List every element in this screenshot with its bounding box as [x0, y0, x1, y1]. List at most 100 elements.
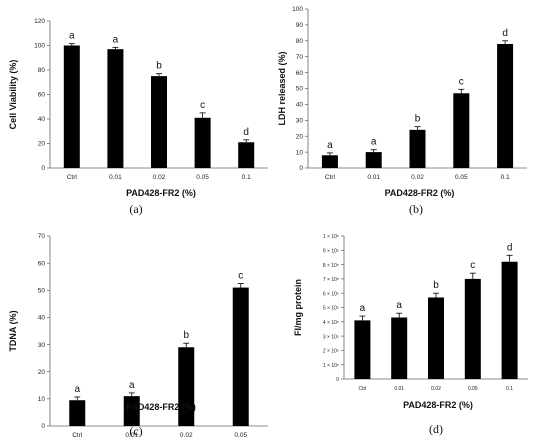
- panel-d-y-tick-label: 9 × 10⁵: [323, 249, 339, 255]
- panel-b-bar: [365, 152, 382, 168]
- panel-b-x-tick-label: 0.1: [501, 174, 510, 181]
- panel-a-label: (a): [129, 202, 142, 216]
- panel-c-x-axis-title: PAD428-FR2 (%): [126, 402, 196, 412]
- panel-b-y-tick-label: 70: [296, 54, 304, 61]
- panel-a-x-tick-label: 0.1: [242, 174, 251, 181]
- panel-b-bar: [409, 129, 426, 168]
- panel-a-significance-letter: b: [156, 61, 162, 72]
- panel-b-y-tick-label: 90: [296, 22, 304, 29]
- panel-a-y-tick-label: 60: [38, 92, 46, 99]
- panel-a-y-tick-label: 120: [34, 18, 45, 25]
- panel-b-significance-letter: d: [502, 28, 508, 39]
- panel-a-bar: [238, 142, 255, 168]
- panel-d-y-tick-label: 0: [336, 377, 339, 383]
- panel-c-y-tick-label: 10: [38, 396, 46, 403]
- panel-d-bar: [464, 278, 481, 379]
- panel-a-x-tick-label: 0.02: [153, 174, 166, 181]
- panel-b-significance-letter: b: [415, 114, 421, 125]
- panel-c-y-tick-label: 70: [38, 233, 46, 240]
- panel-d-significance-letter: d: [507, 242, 513, 253]
- panel-d-significance-letter: a: [360, 303, 366, 314]
- panel-c-y-tick-label: 20: [38, 369, 46, 376]
- panel-b-bar: [321, 155, 338, 168]
- panel-d-y-tick-label: 1 × 10⁵: [323, 363, 339, 369]
- panel-c-y-tick-label: 40: [38, 315, 46, 322]
- panel-d-significance-letter: b: [433, 280, 439, 291]
- panel-b-y-tick-label: 50: [296, 86, 304, 93]
- panel-d-bar: [391, 317, 408, 379]
- panel-d-y-axis-title: FI/mg protein: [293, 279, 303, 336]
- panel-a-x-axis-title: PAD428-FR2 (%): [126, 188, 196, 198]
- panel-d-x-tick-label: 0.05: [468, 386, 478, 392]
- panel-b-y-tick-label: 10: [296, 149, 304, 156]
- panel-c-bar: [123, 396, 140, 426]
- panel-d-significance-letter: a: [396, 300, 402, 311]
- panel-b-y-tick-label: 60: [296, 70, 304, 77]
- panel-c-significance-letter: a: [129, 380, 135, 391]
- panel-c-x-tick-label: 0.01: [125, 432, 138, 439]
- panel-d-y-tick-label: 3 × 10⁵: [323, 334, 339, 340]
- panel-a-significance-letter: a: [69, 31, 75, 42]
- panel-a-bar: [107, 49, 124, 168]
- panel-a-y-tick-label: 20: [38, 141, 46, 148]
- panel-d-x-tick-label: 0.1: [506, 386, 513, 392]
- panel-a-y-tick-label: 80: [38, 67, 46, 74]
- panel-a-bar: [151, 76, 167, 168]
- panel-d-y-tick-label: 6 × 10⁵: [323, 291, 339, 297]
- panel-b-x-tick-label: 0.02: [411, 174, 424, 181]
- panel-c-y-tick-label: 60: [38, 260, 46, 267]
- panel-d-bar: [428, 297, 444, 379]
- panel-d-y-tick-label: 5 × 10⁵: [323, 306, 339, 312]
- panel-a-y-axis-title: Cell Viability (%): [8, 60, 18, 130]
- panel-a-x-tick-label: Ctrl: [67, 174, 78, 181]
- panel-a-bar: [63, 45, 80, 168]
- panel-d-x-tick-label: 0.02: [431, 386, 441, 392]
- panel-a-y-tick-label: 100: [34, 43, 45, 50]
- panel-c-y-tick-label: 30: [38, 342, 46, 349]
- panel-c-significance-letter: c: [238, 271, 243, 282]
- panel-d-y-tick-label: 8 × 10⁵: [323, 263, 339, 269]
- panel-b-y-tick-label: 0: [299, 165, 303, 172]
- panel-b-y-tick-label: 80: [296, 38, 304, 45]
- panel-b-y-tick-label: 30: [296, 118, 304, 125]
- panel-d-bar: [354, 320, 371, 379]
- panel-c-x-tick-label: 0.05: [234, 432, 247, 439]
- panel-a-y-tick-label: 40: [38, 116, 46, 123]
- panel-d-x-tick-label: Ctrl: [359, 386, 367, 392]
- panel-b-significance-letter: c: [459, 76, 464, 87]
- panel-c-x-tick-label: Ctrl: [72, 432, 83, 439]
- panel-c-label: (c): [129, 424, 142, 438]
- panel-b-bar: [497, 43, 514, 169]
- panel-a-bar: [194, 117, 211, 168]
- panel-c-bar: [232, 287, 249, 426]
- panel-b-x-axis-title: PAD428-FR2 (%): [385, 188, 455, 198]
- panel-b-bar: [453, 93, 470, 168]
- panel-b-x-tick-label: 0.01: [367, 174, 380, 181]
- panel-a-significance-letter: d: [243, 127, 249, 138]
- panel-b-y-tick-label: 100: [292, 6, 303, 13]
- panel-d-y-tick-label: 7 × 10⁵: [323, 277, 339, 283]
- panel-b-x-tick-label: Ctrl: [325, 174, 336, 181]
- panel-b-x-tick-label: 0.05: [455, 174, 468, 181]
- panel-a-x-tick-label: 0.05: [196, 174, 209, 181]
- panel-c-bar: [178, 347, 195, 426]
- panel-c-significance-letter: b: [183, 330, 189, 341]
- panel-b-y-tick-label: 40: [296, 102, 304, 109]
- panel-d-y-tick-label: 1 × 10⁶: [323, 234, 339, 240]
- panel-c-y-tick-label: 0: [41, 423, 45, 430]
- panel-b-y-tick-label: 20: [296, 133, 304, 140]
- panel-d-x-axis-title: PAD428-FR2 (%): [403, 400, 473, 410]
- panel-a-x-tick-label: 0.01: [109, 174, 122, 181]
- panel-a-significance-letter: c: [200, 100, 205, 111]
- panel-b-y-axis-title: LDH released (%): [277, 51, 287, 125]
- panel-a-significance-letter: a: [113, 34, 119, 45]
- panel-d-label: (d): [429, 422, 443, 436]
- panel-d-x-tick-label: 0.01: [394, 386, 404, 392]
- panel-d-y-tick-label: 2 × 10⁵: [323, 349, 339, 355]
- panel-c-y-tick-label: 50: [38, 287, 46, 294]
- panel-d-y-tick-label: 4 × 10⁵: [323, 320, 339, 326]
- panel-a-y-tick-label: 0: [41, 165, 45, 172]
- panel-b-significance-letter: a: [327, 140, 333, 151]
- panel-d-bar: [501, 261, 518, 379]
